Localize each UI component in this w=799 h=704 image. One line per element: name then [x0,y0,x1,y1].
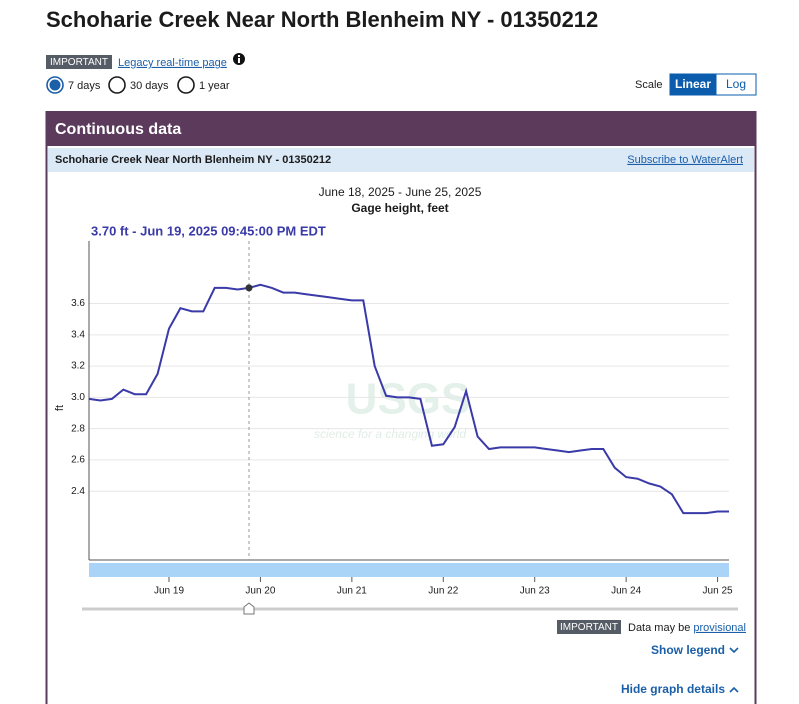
scale-label: Scale [635,79,663,91]
y-tick-label: 2.6 [71,455,85,466]
y-tick-label: 3.2 [71,361,85,372]
x-tick-label: Jun 20 [245,586,275,597]
chevron-down [729,647,739,654]
x-tick-label: Jun 21 [337,586,367,597]
slider-thumb[interactable] [243,602,255,615]
show-legend[interactable]: Show legend [651,643,725,657]
site-strip [48,148,754,172]
chevron-up [729,686,739,693]
panel-title: Continuous data [55,121,181,138]
provisional-link[interactable]: provisional [693,622,746,634]
brush-bar[interactable] [89,563,729,577]
radio[interactable] [108,76,126,94]
subscribe-link[interactable]: Subscribe to WaterAlert [627,154,743,166]
scale-button-label: Log [726,77,746,91]
radio-label: 30 days [130,80,169,92]
x-tick-label: Jun 25 [703,586,733,597]
panel-header [46,112,756,146]
badge [46,55,112,69]
y-tick-label: 2.8 [71,423,85,434]
x-tick-label: Jun 23 [520,586,550,597]
scale-button-label: Linear [675,77,711,91]
radio[interactable] [177,76,195,94]
y-tick-label: 3.4 [71,329,85,340]
chart-title: Gage height, feet [351,201,448,215]
page-title: Schoharie Creek Near North Blenheim NY -… [46,7,598,32]
badge-text: IMPORTANT [50,57,108,68]
radio-label: 1 year [199,80,230,92]
provisional-text: Data may be [628,622,690,634]
radio-dot [49,79,61,91]
x-tick-label: Jun 22 [428,586,458,597]
y-tick-label: 3.6 [71,298,85,309]
data-line [88,283,729,515]
hover-point [245,284,253,292]
x-tick-label: Jun 24 [611,586,641,597]
tooltip: 3.70 ft - Jun 19, 2025 09:45:00 PM EDT [91,223,326,238]
legacy-link[interactable]: Legacy real-time page [118,57,227,69]
y-tick-label: 2.4 [71,486,85,497]
info-icon[interactable] [233,53,245,65]
radio-label: 7 days [68,80,101,92]
date-range: June 18, 2025 - June 25, 2025 [319,185,482,199]
y-tick-label: 3.0 [71,392,85,403]
scale-button[interactable] [715,73,757,96]
badge-text: IMPORTANT [560,622,618,633]
watermark: USGS [346,375,471,424]
y-axis-label: ft [54,405,66,411]
watermark-tagline: science for a changing world [314,427,466,441]
site-name: Schoharie Creek Near North Blenheim NY -… [55,154,331,166]
hide-details[interactable]: Hide graph details [621,682,725,696]
x-tick-label: Jun 19 [154,586,184,597]
badge [557,620,621,634]
